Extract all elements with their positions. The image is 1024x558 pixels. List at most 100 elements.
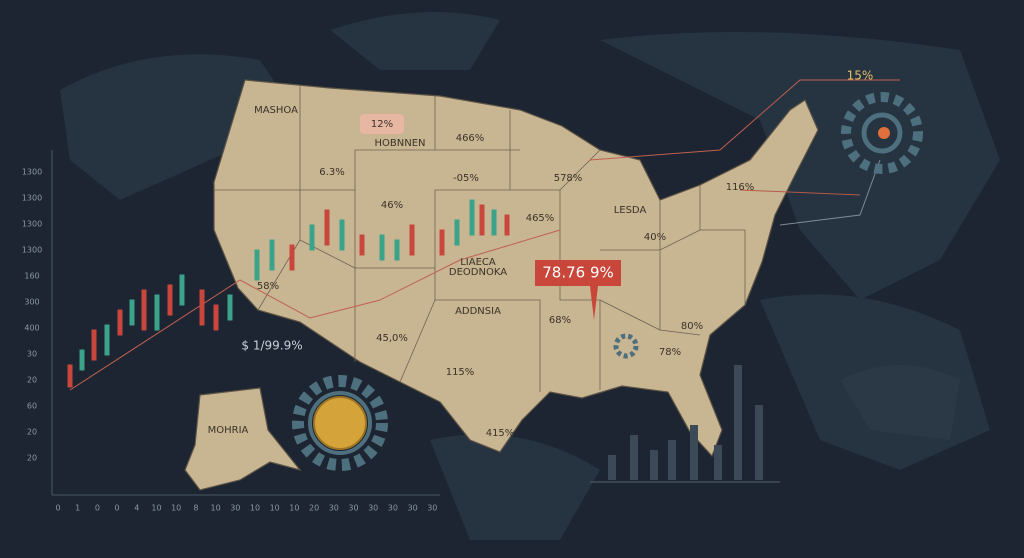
x-axis-label: 10 <box>270 504 280 513</box>
gears-part <box>861 112 903 154</box>
map-label: DEODNOKA <box>449 267 507 278</box>
world-shapes-part <box>330 12 500 70</box>
badge <box>360 114 404 134</box>
candlesticks-part-part <box>491 209 497 236</box>
y-axis-label: 20 <box>27 376 37 385</box>
map-label: 78% <box>659 347 681 358</box>
bar-decoration <box>590 365 780 483</box>
candlesticks-part-part <box>129 299 135 326</box>
candlesticks-part-part <box>141 289 147 331</box>
bar-decoration-part <box>668 440 676 480</box>
callout-pointer <box>590 286 598 320</box>
trend-lines-part <box>589 79 900 161</box>
map-label: 46% <box>381 200 403 211</box>
y-axis-label: 160 <box>24 272 39 281</box>
candlesticks-part-part <box>91 329 97 361</box>
candlesticks-part-part <box>339 219 345 251</box>
candlesticks-part-part <box>359 234 365 256</box>
map-label: 45,0% <box>376 333 408 344</box>
map-label: 12% <box>371 119 393 130</box>
callout-box <box>535 260 621 286</box>
candlesticks-part-part <box>117 309 123 336</box>
map-label: LIAECA <box>460 257 496 268</box>
y-axis-label: 60 <box>27 402 37 411</box>
candlesticks-part-part <box>394 239 400 261</box>
trend-lines-part <box>779 159 881 226</box>
map-label: 578% <box>554 173 583 184</box>
gears-part <box>308 391 372 455</box>
x-axis-label: 10 <box>211 504 221 513</box>
x-axis-labels: 0 1 0 0 4 10 10 8 10 30 10 10 10 20 30 30 30 30 30 30 <box>55 504 437 513</box>
candlesticks-part-part <box>379 234 385 261</box>
trend-lines-part <box>69 229 561 391</box>
gear-dot <box>878 127 890 139</box>
us-map <box>184 79 819 491</box>
bar-decoration-part <box>755 405 763 480</box>
candlesticks-part-part <box>79 349 85 371</box>
us-map-part <box>184 387 302 491</box>
map-label: HOBNNEN <box>374 138 425 149</box>
candlesticks-part-part <box>104 324 110 356</box>
callout: $ 1/99.9% <box>241 339 302 353</box>
world-shapes-part <box>430 434 600 540</box>
x-axis-label: 30 <box>230 504 240 513</box>
map-label: 80% <box>681 321 703 332</box>
us-map-part <box>213 79 819 458</box>
x-axis-label: 10 <box>289 504 299 513</box>
candlesticks-part-part <box>454 219 460 246</box>
candlesticks-part-part <box>179 274 185 306</box>
map-label: 68% <box>549 315 571 326</box>
y-axis-label: 400 <box>24 324 39 333</box>
callout: 15% <box>847 69 874 83</box>
bar-decoration-part <box>608 455 616 480</box>
candlesticks-part-part <box>479 204 485 236</box>
candlesticks-part-part <box>289 244 295 271</box>
us-map-part-part <box>299 86 511 269</box>
map-label: 465% <box>526 213 555 224</box>
bar-decoration-part <box>734 365 742 480</box>
coin <box>313 396 367 450</box>
x-axis-label: 30 <box>388 504 398 513</box>
candlesticks-part-part <box>154 294 160 331</box>
candlesticks-part-part <box>254 249 260 281</box>
us-map-part <box>214 86 746 392</box>
y-axis-label: 30 <box>27 350 37 359</box>
us-map-part-part <box>599 229 745 336</box>
gears-part <box>841 92 923 174</box>
world-shapes-part <box>60 54 300 201</box>
candlesticks-part-part <box>67 364 73 388</box>
y-axis-label: 1300 <box>22 168 42 177</box>
candlesticks-part-part <box>199 289 205 326</box>
gears-part <box>613 333 639 359</box>
callout: 78.76 9% <box>542 264 614 282</box>
gears <box>292 92 923 471</box>
trend-lines-part <box>739 189 861 196</box>
y-axis-label: 1300 <box>22 220 42 229</box>
x-axis-label: 0 <box>55 504 60 513</box>
candlesticks-part-part <box>504 214 510 236</box>
map-label: 116% <box>726 182 755 193</box>
map-label: 40% <box>644 232 666 243</box>
x-axis-label: 1 <box>75 504 80 513</box>
us-map-part-part <box>510 149 601 390</box>
bar-decoration-part <box>690 425 698 480</box>
candlesticks-part-part <box>409 224 415 256</box>
x-axis-label: 4 <box>134 504 139 513</box>
map-label: MASHOA <box>254 105 298 116</box>
bar-decoration-part <box>630 435 638 480</box>
x-axis-label: 0 <box>115 504 120 513</box>
left-axis-frame <box>51 150 440 496</box>
x-axis-label: 30 <box>329 504 339 513</box>
bar-decoration-part <box>650 450 658 480</box>
map-label: 6.3% <box>319 167 344 178</box>
candlesticks-part-part <box>324 209 330 246</box>
map-label: 415% <box>486 428 515 439</box>
map-label: ADDNSIA <box>455 306 501 317</box>
us-map-part-part <box>257 190 356 362</box>
x-axis-label: 30 <box>427 504 437 513</box>
us-map-part-part <box>214 96 520 191</box>
candlesticks <box>67 199 510 388</box>
candlesticks-part-part <box>167 284 173 316</box>
